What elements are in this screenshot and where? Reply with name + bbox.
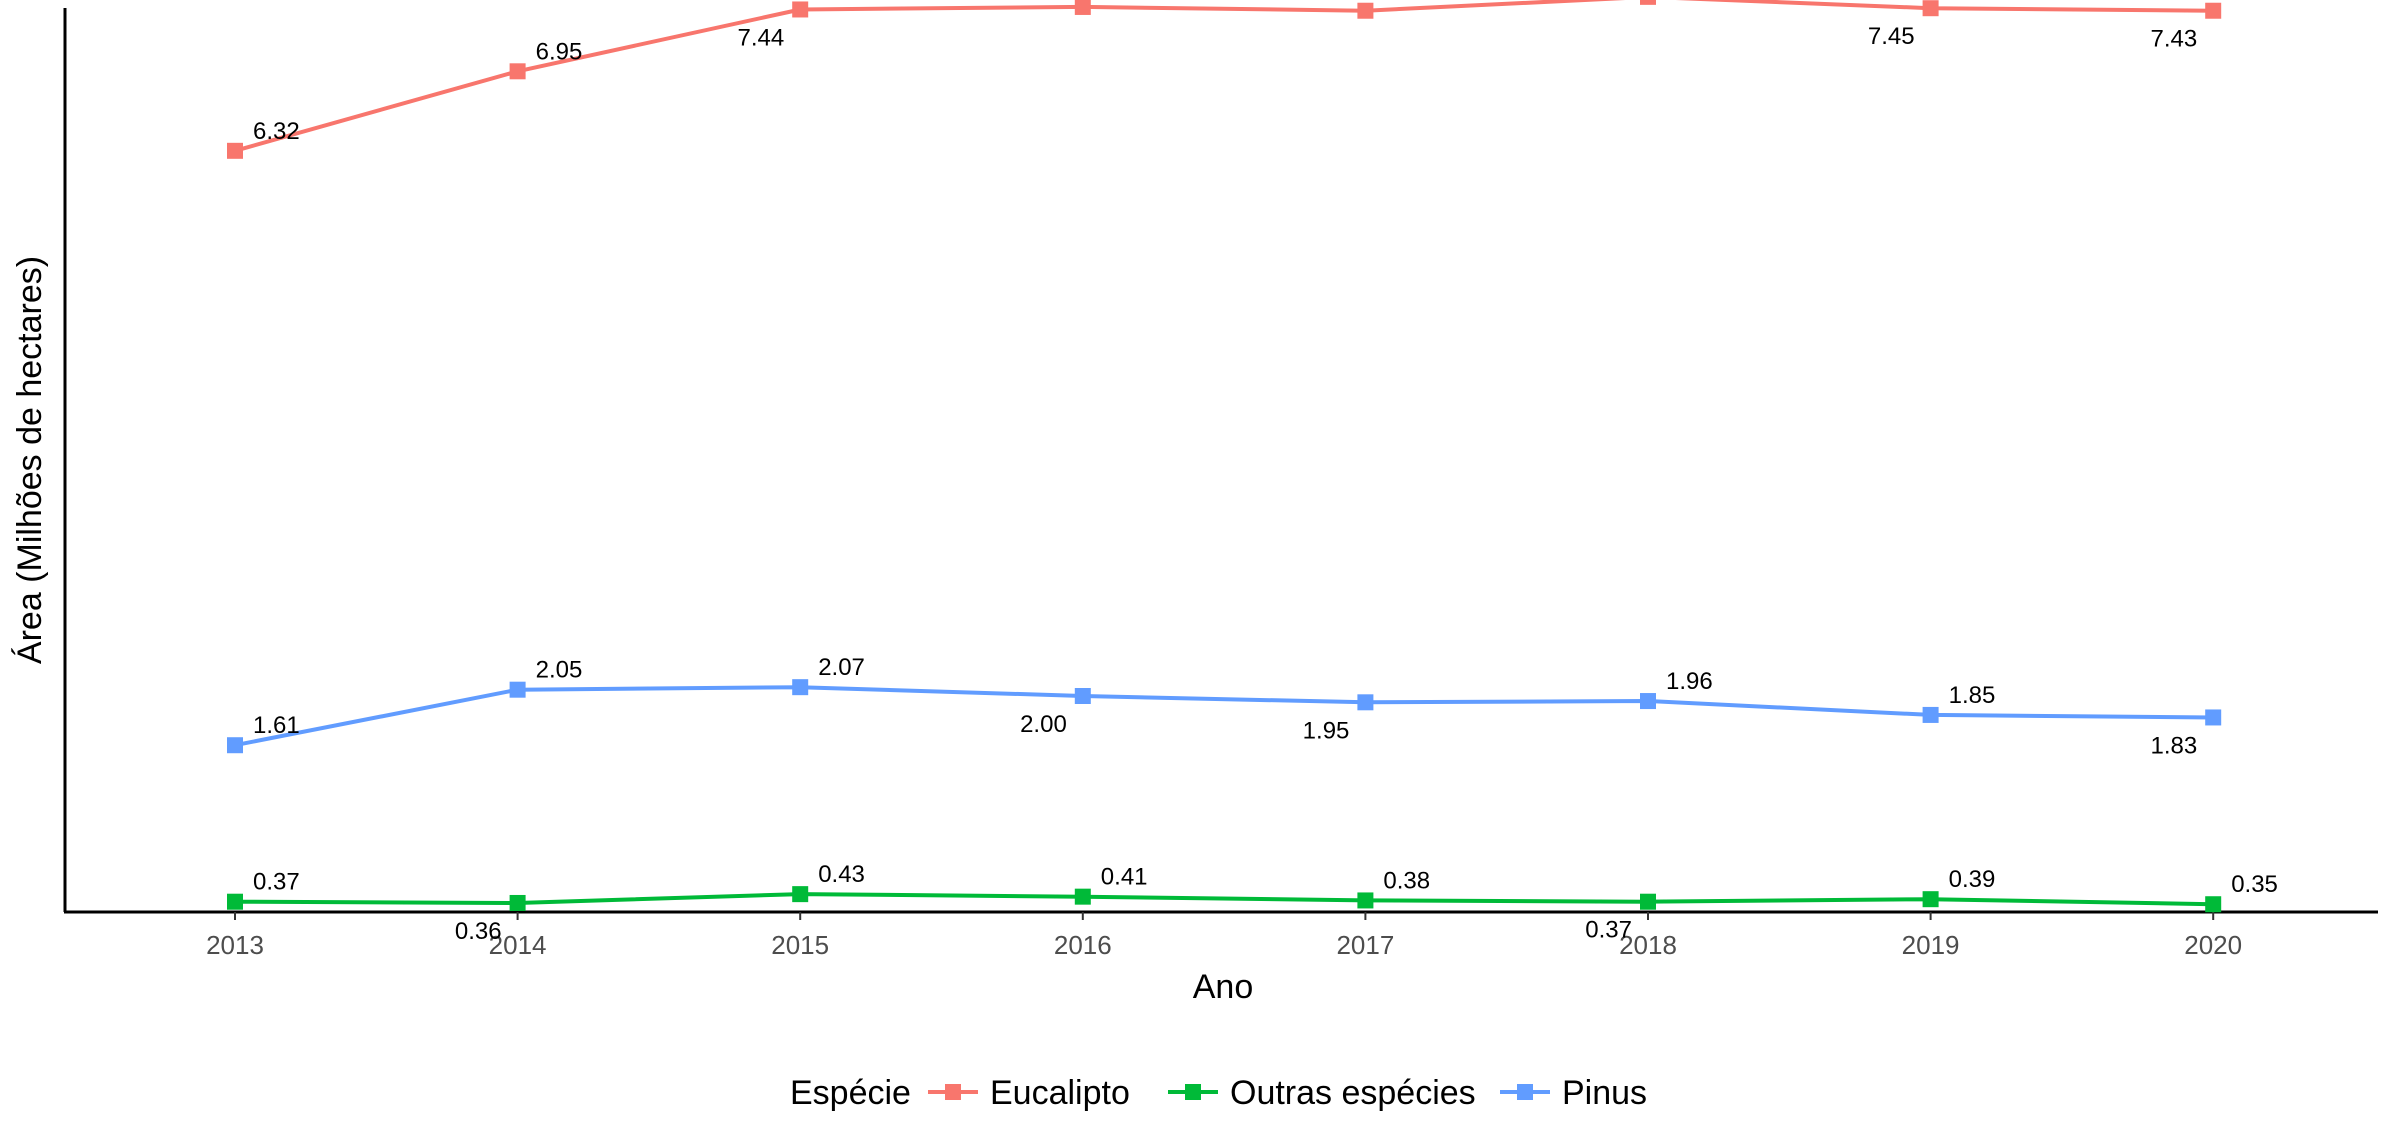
series-line: [234, 685, 2214, 748]
data-label: 1.95: [1303, 717, 1350, 744]
x-tick-label: 2015: [771, 930, 829, 960]
data-point: [792, 1, 809, 18]
legend-swatch-marker: [1517, 1084, 1533, 1100]
data-point: [792, 886, 809, 903]
data-point: [1357, 2, 1374, 19]
data-label: 1.61: [253, 712, 300, 739]
data-label: 7.46: [1101, 0, 1148, 1]
data-label: 0.41: [1101, 864, 1148, 891]
data-label: 1.96: [1666, 668, 1713, 695]
series-line: [234, 892, 2214, 907]
data-label: 0.37: [1585, 917, 1632, 944]
data-point: [1074, 0, 1091, 15]
series-eucalipto: [227, 0, 2222, 159]
data-point: [509, 681, 526, 698]
data-label: 0.38: [1383, 867, 1430, 894]
data-labels: 6.326.957.447.467.437.547.457.430.370.36…: [253, 0, 2278, 945]
data-point: [227, 893, 243, 910]
series-line: [234, 0, 2214, 153]
legend-item-eucalipto: Eucalipto: [928, 1074, 1130, 1112]
data-point: [2205, 2, 2222, 19]
data-point: [1640, 893, 1656, 910]
x-tick-label: 2013: [206, 930, 264, 960]
data-point: [1074, 688, 1091, 704]
data-point: [509, 63, 526, 80]
data-point: [1357, 694, 1374, 711]
data-label: 7.45: [1868, 23, 1915, 50]
legend: Espécie Eucalipto Outras espécies Pinus: [790, 1074, 1647, 1112]
data-point: [792, 679, 809, 696]
x-tick-label: 2019: [1902, 930, 1960, 960]
data-point: [227, 737, 243, 754]
data-point: [227, 142, 243, 159]
data-label: 7.44: [737, 24, 784, 51]
data-label: 7.43: [2150, 26, 2197, 53]
data-point: [1357, 892, 1374, 909]
data-label: 2.05: [536, 657, 583, 684]
legend-swatch-marker: [1185, 1084, 1201, 1100]
x-tick-label: 2014: [489, 930, 547, 960]
legend-item-outras-esp-cies: Outras espécies: [1168, 1074, 1476, 1112]
x-tick-label: 2017: [1336, 930, 1394, 960]
data-label: 6.32: [253, 118, 300, 145]
data-point: [1640, 0, 1656, 5]
legend-label: Pinus: [1562, 1074, 1647, 1112]
series-group: [227, 0, 2222, 913]
data-label: 2.00: [1020, 711, 1067, 738]
data-point: [1074, 888, 1091, 905]
x-axis-title: Ano: [1193, 968, 1254, 1006]
data-label: 7.43: [1383, 0, 1430, 5]
x-tick-label: 2016: [1054, 930, 1112, 960]
data-point: [2205, 896, 2222, 913]
y-axis-title: Área (Milhões de hectares): [11, 256, 49, 664]
data-label: 0.36: [455, 918, 502, 945]
x-axis-ticks: 2013 2014 2015 2016 2017 2018 2019 2020: [206, 912, 2242, 960]
data-label: 0.37: [253, 869, 300, 896]
legend-label: Outras espécies: [1230, 1074, 1476, 1112]
data-point: [2205, 709, 2222, 726]
data-label: 0.35: [2231, 871, 2278, 898]
data-point: [1922, 891, 1939, 908]
data-label: 2.07: [818, 654, 865, 681]
legend-label: Eucalipto: [990, 1074, 1130, 1112]
x-tick-label: 2020: [2184, 930, 2242, 960]
legend-swatch-marker: [945, 1084, 961, 1100]
legend-item-pinus: Pinus: [1500, 1074, 1647, 1112]
data-point: [1922, 0, 1939, 17]
data-label: 6.95: [536, 38, 583, 65]
x-tick-label: 2018: [1619, 930, 1677, 960]
series-outras-esp-cies: [227, 886, 2222, 913]
data-label: 1.83: [2150, 732, 2197, 759]
legend-title: Espécie: [790, 1074, 911, 1112]
data-label: 1.85: [1949, 682, 1996, 709]
data-point: [1922, 706, 1939, 723]
data-point: [1640, 693, 1656, 710]
data-point: [509, 894, 526, 911]
series-pinus: [227, 679, 2222, 754]
data-label: 0.43: [818, 861, 865, 888]
data-label: 0.39: [1949, 866, 1996, 893]
